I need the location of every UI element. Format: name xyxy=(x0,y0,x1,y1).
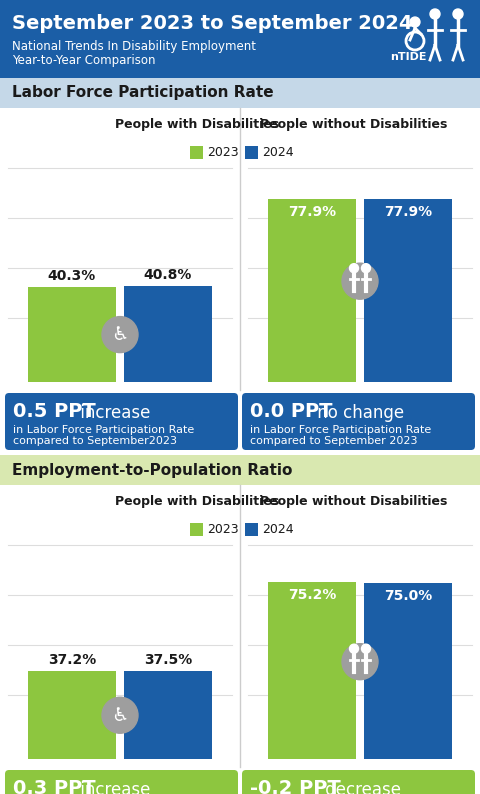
Circle shape xyxy=(102,317,138,353)
FancyBboxPatch shape xyxy=(5,770,238,794)
Bar xyxy=(245,523,258,536)
Text: Employment-to-Population Ratio: Employment-to-Population Ratio xyxy=(12,462,292,477)
Text: Labor Force Participation Rate: Labor Force Participation Rate xyxy=(12,86,274,101)
Circle shape xyxy=(349,644,359,653)
Text: National Trends In Disability Employment: National Trends In Disability Employment xyxy=(12,40,256,53)
Text: Year-to-Year Comparison: Year-to-Year Comparison xyxy=(12,54,156,67)
Text: September 2023 to September 2024: September 2023 to September 2024 xyxy=(12,14,412,33)
Circle shape xyxy=(430,9,440,19)
Bar xyxy=(190,146,203,159)
FancyBboxPatch shape xyxy=(5,393,238,450)
Text: ♿: ♿ xyxy=(111,325,129,344)
Bar xyxy=(0,485,480,767)
Circle shape xyxy=(361,264,371,272)
Circle shape xyxy=(410,17,420,27)
Bar xyxy=(268,582,356,759)
Bar xyxy=(364,198,452,382)
Text: increase: increase xyxy=(75,781,150,794)
Text: -0.2 PPT: -0.2 PPT xyxy=(250,779,341,794)
Bar xyxy=(124,286,212,382)
Text: People with Disabilities: People with Disabilities xyxy=(115,495,279,508)
Text: 40.3%: 40.3% xyxy=(48,269,96,283)
Bar xyxy=(364,583,452,759)
Bar xyxy=(268,198,356,382)
Text: 2024: 2024 xyxy=(262,523,294,536)
Text: in Labor Force Participation Rate: in Labor Force Participation Rate xyxy=(250,425,431,435)
Circle shape xyxy=(342,263,378,299)
Text: 37.2%: 37.2% xyxy=(48,653,96,668)
Text: in Labor Force Participation Rate: in Labor Force Participation Rate xyxy=(13,425,194,435)
Text: 37.5%: 37.5% xyxy=(144,653,192,667)
Text: 77.9%: 77.9% xyxy=(288,205,336,218)
Text: People with Disabilities: People with Disabilities xyxy=(115,118,279,131)
Text: 77.9%: 77.9% xyxy=(384,205,432,218)
Text: 0.0 PPT: 0.0 PPT xyxy=(250,402,333,421)
Text: 2023: 2023 xyxy=(207,523,239,536)
Text: People without Disabilities: People without Disabilities xyxy=(260,495,447,508)
Text: 75.0%: 75.0% xyxy=(384,588,432,603)
Text: 40.8%: 40.8% xyxy=(144,268,192,282)
Circle shape xyxy=(453,9,463,19)
Bar xyxy=(0,0,480,78)
Text: 2024: 2024 xyxy=(262,146,294,159)
Text: 75.2%: 75.2% xyxy=(288,588,336,602)
Text: 0.3 PPT: 0.3 PPT xyxy=(13,779,96,794)
Bar xyxy=(28,287,116,382)
Text: 0.5 PPT: 0.5 PPT xyxy=(13,402,96,421)
Text: compared to September2023: compared to September2023 xyxy=(13,436,177,446)
Text: decrease: decrease xyxy=(320,781,401,794)
Bar xyxy=(28,672,116,759)
Bar xyxy=(124,671,212,759)
Text: increase: increase xyxy=(75,404,150,422)
Circle shape xyxy=(102,697,138,733)
Circle shape xyxy=(342,644,378,680)
FancyBboxPatch shape xyxy=(242,393,475,450)
Text: People without Disabilities: People without Disabilities xyxy=(260,118,447,131)
Text: 2023: 2023 xyxy=(207,146,239,159)
Text: no change: no change xyxy=(312,404,404,422)
Text: nTIDE: nTIDE xyxy=(390,52,427,62)
Bar xyxy=(190,523,203,536)
Text: compared to September 2023: compared to September 2023 xyxy=(250,436,418,446)
FancyBboxPatch shape xyxy=(242,770,475,794)
Bar xyxy=(0,108,480,390)
Bar xyxy=(245,146,258,159)
Text: ♿: ♿ xyxy=(111,706,129,725)
Bar xyxy=(0,455,480,485)
Circle shape xyxy=(361,644,371,653)
Circle shape xyxy=(349,264,359,272)
Bar xyxy=(0,78,480,108)
